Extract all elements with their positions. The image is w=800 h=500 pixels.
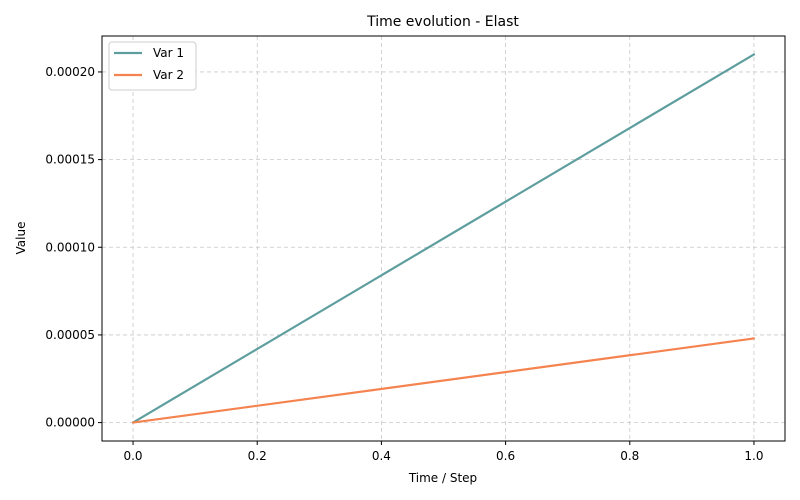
- y-tick-label: 0.00010: [45, 240, 95, 254]
- x-axis-label: Time / Step: [408, 471, 477, 485]
- x-tick-label: 1.0: [744, 449, 763, 463]
- chart-title: Time evolution - Elast: [366, 14, 519, 30]
- x-tick-label: 0.4: [372, 449, 391, 463]
- x-tick-label: 0.6: [496, 449, 515, 463]
- series-group: [131, 53, 756, 424]
- series-line-2: [131, 337, 756, 424]
- y-axis-label: Value: [14, 222, 28, 255]
- x-axis: 0.0 0.2 0.4 0.6 0.8 1.0: [123, 441, 764, 463]
- plot-frame: [101, 35, 786, 442]
- y-tick-label: 0.00015: [45, 153, 95, 167]
- y-axis: 0.00000 0.00005 0.00010 0.00015 0.00020: [45, 65, 102, 430]
- y-tick-label: 0.00020: [45, 65, 95, 79]
- legend: Var 1 Var 2: [108, 41, 197, 91]
- x-tick-label: 0.8: [620, 449, 639, 463]
- grid: [102, 36, 785, 441]
- legend-label-1: Var 1: [153, 46, 184, 60]
- legend-label-2: Var 2: [153, 68, 184, 82]
- x-tick-label: 0.0: [123, 449, 142, 463]
- x-tick-label: 0.2: [248, 449, 267, 463]
- y-tick-label: 0.00000: [45, 416, 95, 430]
- series-line-1: [131, 53, 756, 424]
- y-tick-label: 0.00005: [45, 328, 95, 342]
